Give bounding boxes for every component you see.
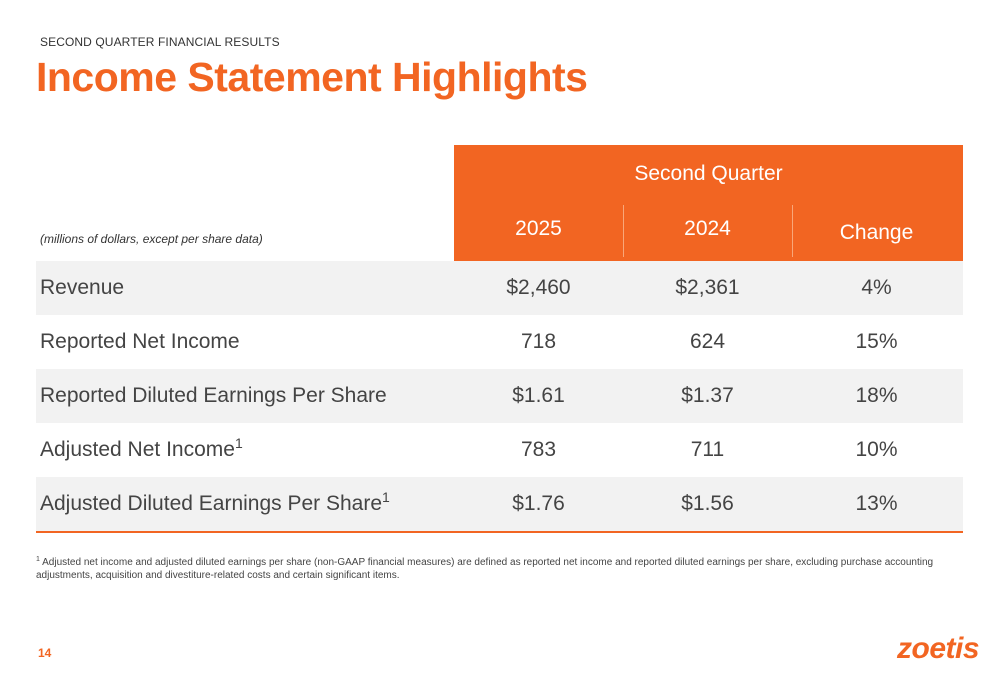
cell-2024: $2,361	[675, 276, 740, 299]
column-divider	[792, 205, 793, 257]
footnote: 1 Adjusted net income and adjusted dilut…	[36, 556, 936, 582]
cell-change: 18%	[855, 384, 898, 407]
row-label: Adjusted Diluted Earnings Per Share1	[40, 489, 390, 515]
cell-change: 10%	[855, 438, 898, 461]
zoetis-logo: zoetis	[897, 632, 980, 665]
footnote-text: Adjusted net income and adjusted diluted…	[36, 557, 934, 581]
row-label: Adjusted Net Income1	[40, 435, 243, 461]
table-header: (millions of dollars, except per share d…	[36, 145, 963, 261]
table-row: Adjusted Net Income1 783 711 10%	[36, 423, 963, 477]
cell-change: 15%	[855, 330, 898, 353]
cell-2025: 783	[520, 438, 557, 461]
cell-2025: $1.76	[512, 492, 565, 515]
page-number: 14	[38, 646, 52, 660]
column-divider	[623, 205, 624, 257]
table-row: Adjusted Diluted Earnings Per Share1 $1.…	[36, 477, 963, 531]
cell-change: 4%	[861, 276, 892, 299]
column-header-2024: 2024	[684, 217, 731, 240]
cell-2024: 624	[689, 330, 726, 353]
cell-2024: $1.56	[681, 492, 734, 515]
group-header: Second Quarter	[634, 162, 783, 185]
table-row: Reported Net Income 718 624 15%	[36, 315, 963, 369]
footnote-ref: 1	[382, 489, 390, 505]
cell-2025: $2,460	[506, 276, 571, 299]
page-title: Income Statement Highlights	[36, 54, 588, 100]
header-band: Second Quarter 2025 2024 Change	[454, 145, 963, 261]
cell-2024: $1.37	[681, 384, 734, 407]
footnote-marker: 1	[36, 556, 40, 563]
table-row: Revenue $2,460 $2,361 4%	[36, 261, 963, 315]
row-label: Reported Diluted Earnings Per Share	[40, 384, 387, 407]
column-header-change: Change	[839, 221, 914, 244]
cell-2024: 711	[690, 438, 725, 461]
row-label: Reported Net Income	[40, 330, 240, 353]
units-note: (millions of dollars, except per share d…	[40, 232, 263, 246]
table-bottom-rule	[36, 531, 963, 533]
section-label: SECOND QUARTER FINANCIAL RESULTS	[40, 35, 280, 49]
footnote-ref: 1	[234, 435, 243, 451]
cell-2025: 718	[520, 330, 557, 353]
table-row: Reported Diluted Earnings Per Share $1.6…	[36, 369, 963, 423]
income-statement-table: (millions of dollars, except per share d…	[36, 145, 963, 533]
cell-2025: $1.61	[512, 384, 565, 407]
cell-change: 13%	[855, 492, 898, 515]
column-header-2025: 2025	[515, 217, 562, 240]
row-label: Revenue	[40, 276, 125, 299]
